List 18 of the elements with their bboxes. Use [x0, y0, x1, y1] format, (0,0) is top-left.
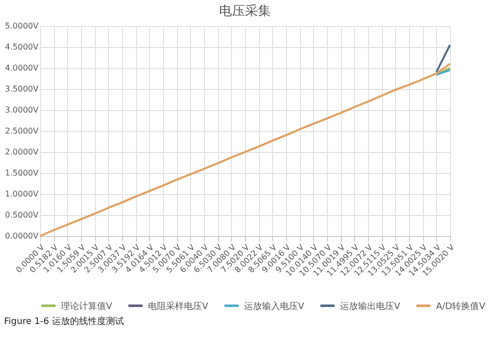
legend-label: 电阻采样电压V	[148, 300, 209, 312]
y-tick-label: 2.0000V	[5, 148, 40, 156]
y-tick-label: 0.5000V	[5, 210, 40, 220]
caption: Figure 1-6 运放的线性度测试	[4, 316, 124, 327]
y-tick-label: 4.5000V	[5, 42, 40, 52]
y-tick-label: 1.0000V	[5, 190, 40, 198]
legend-label: A/D转换值V	[436, 300, 486, 312]
chart-title: 电压采集	[219, 4, 271, 19]
legend-label: 运放输入电压V	[244, 300, 305, 312]
y-tick-label: 3.5000V	[5, 84, 40, 94]
y-tick-label: 3.0000V	[5, 106, 40, 114]
y-tick-label: 2.5000V	[5, 126, 40, 136]
y-tick-label: 1.5000V	[5, 168, 40, 178]
legend-label: 运放输出电压V	[340, 300, 401, 312]
legend-label: 理论计算值V	[61, 300, 113, 312]
y-tick-label: 0.0000V	[5, 232, 40, 240]
y-tick-label: 5.0000V	[5, 22, 40, 30]
y-tick-label: 4.0000V	[5, 64, 40, 72]
